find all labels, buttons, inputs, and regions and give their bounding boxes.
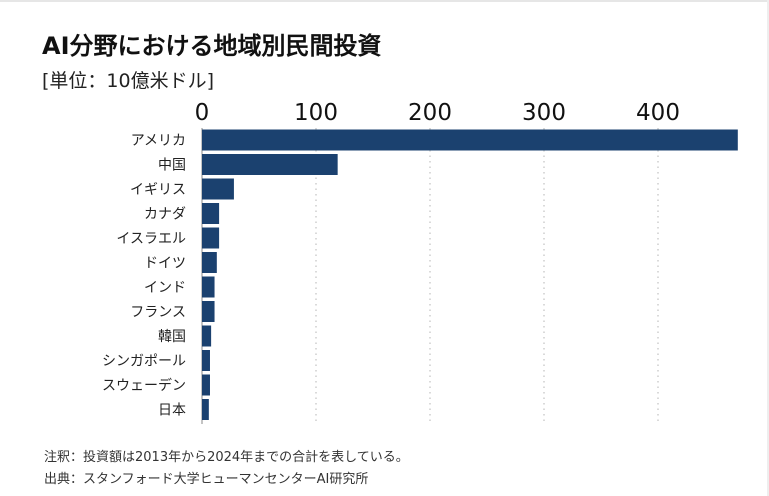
category-label: カナダ [144,207,186,223]
category-label: イスラエル [116,231,186,247]
bar [202,276,215,298]
category-label: イギリス [130,182,186,198]
bar [202,227,220,249]
category-label: スウェーデン [102,377,186,394]
bar [202,252,217,273]
bar [202,301,215,322]
category-label: 中国 [158,158,186,174]
category-label: インド [144,280,186,296]
category-label: フランス [130,305,186,321]
source-note: 出典：スタンフォード大学ヒューマンセンターAI研究所 [44,472,369,487]
x-tick-label: 400 [636,100,680,126]
category-label: アメリカ [131,133,186,149]
top-divider [0,0,769,2]
category-label: シンガポール [102,354,186,370]
footnote: 注釈：投資額は2013年から2024年までの合計を表している。 [44,450,409,465]
x-tick-label: 300 [522,100,566,126]
bar [202,154,338,175]
bar [202,178,234,200]
bar [202,129,738,151]
x-tick-label: 100 [294,100,338,126]
bar [202,374,210,396]
category-label: 韓国 [158,329,186,345]
bar [202,399,209,420]
bar [202,203,220,224]
chart-title: AI分野における地域別民間投資 [42,32,382,60]
category-label: ドイツ [144,256,186,272]
bar [202,350,210,371]
unit-label: [単位：10億米ドル] [42,70,215,92]
x-tick-label: 0 [195,100,210,126]
right-divider [767,0,769,496]
category-label: 日本 [158,403,186,419]
bar [202,325,212,347]
x-tick-label: 200 [408,100,452,126]
